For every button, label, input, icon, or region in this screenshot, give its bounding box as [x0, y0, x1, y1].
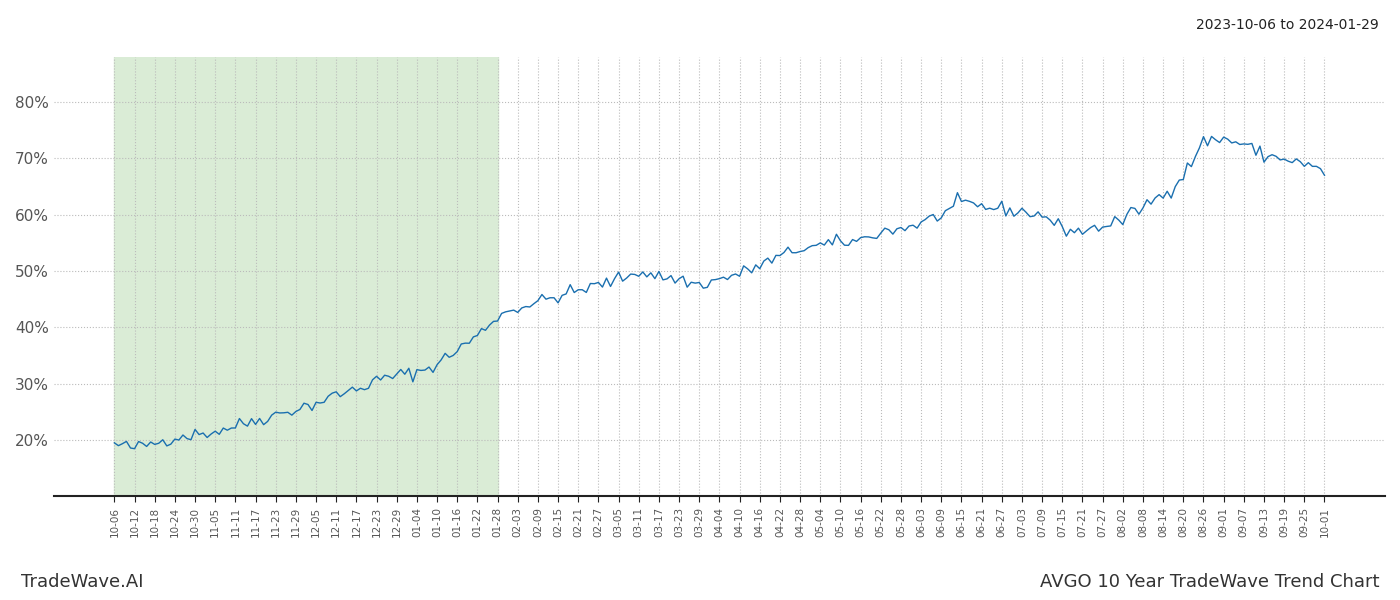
- Text: TradeWave.AI: TradeWave.AI: [21, 573, 143, 591]
- Bar: [115, 57, 497, 496]
- Text: 2023-10-06 to 2024-01-29: 2023-10-06 to 2024-01-29: [1196, 18, 1379, 32]
- Text: AVGO 10 Year TradeWave Trend Chart: AVGO 10 Year TradeWave Trend Chart: [1039, 573, 1379, 591]
